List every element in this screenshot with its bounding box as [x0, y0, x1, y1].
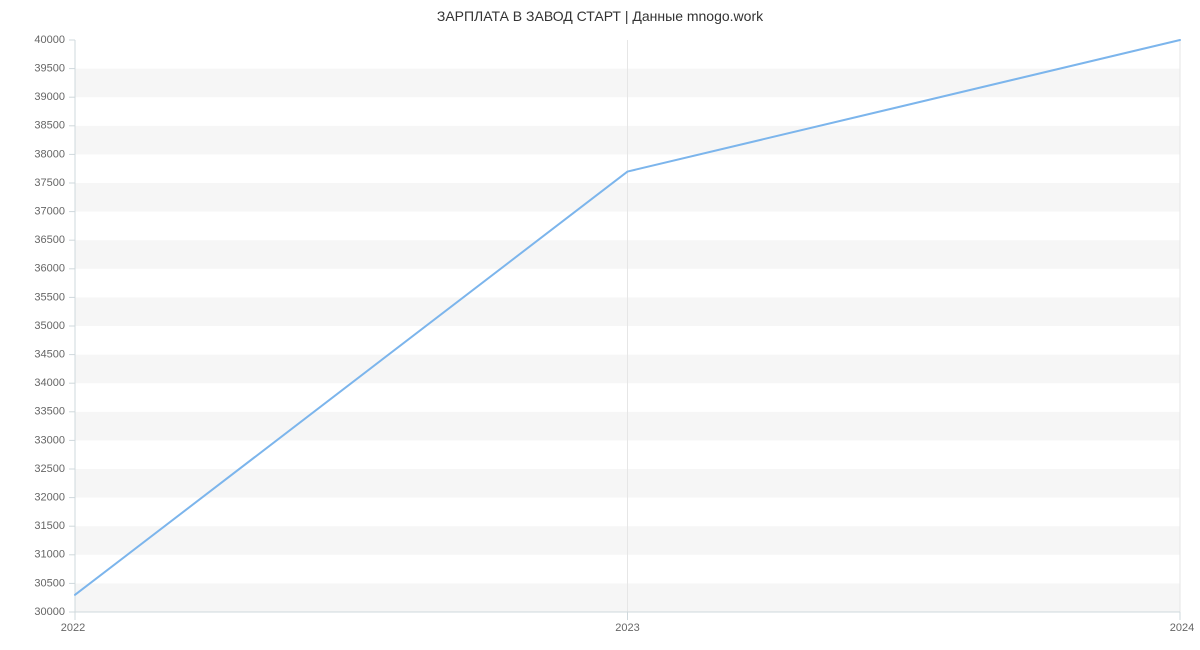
y-tick-label: 37500	[34, 177, 65, 189]
y-tick-label: 36000	[34, 263, 65, 275]
y-tick-label: 30000	[34, 606, 65, 618]
y-tick-label: 34000	[34, 377, 65, 389]
x-tick-label: 2024	[1170, 622, 1194, 634]
y-tick-label: 40000	[34, 34, 65, 46]
y-tick-label: 33000	[34, 434, 65, 446]
y-tick-label: 36500	[34, 234, 65, 246]
y-tick-label: 33500	[34, 406, 65, 418]
line-chart: 30000 30500 31000 31500 32000 32500 33000 33500…	[0, 30, 1200, 650]
y-tick-label: 32500	[34, 463, 65, 475]
y-tick-label: 35000	[34, 320, 65, 332]
chart-svg: 30000 30500 31000 31500 32000 32500 33000 33500…	[0, 30, 1200, 650]
y-tick-label: 38000	[34, 148, 65, 160]
y-tick-label: 31500	[34, 520, 65, 532]
x-tick-label: 2022	[61, 622, 85, 634]
y-tick-label: 38500	[34, 120, 65, 132]
chart-title: ЗАРПЛАТА В ЗАВОД СТАРТ | Данные mnogo.wo…	[0, 0, 1200, 30]
y-tick-label: 37000	[34, 206, 65, 218]
y-tick-label: 39000	[34, 91, 65, 103]
y-tick-label: 35500	[34, 291, 65, 303]
y-tick-label: 30500	[34, 577, 65, 589]
x-tick-label: 2023	[615, 622, 639, 634]
y-tick-label: 32000	[34, 492, 65, 504]
y-tick-label: 34500	[34, 349, 65, 361]
y-tick-label: 39500	[34, 63, 65, 75]
y-tick-label: 31000	[34, 549, 65, 561]
